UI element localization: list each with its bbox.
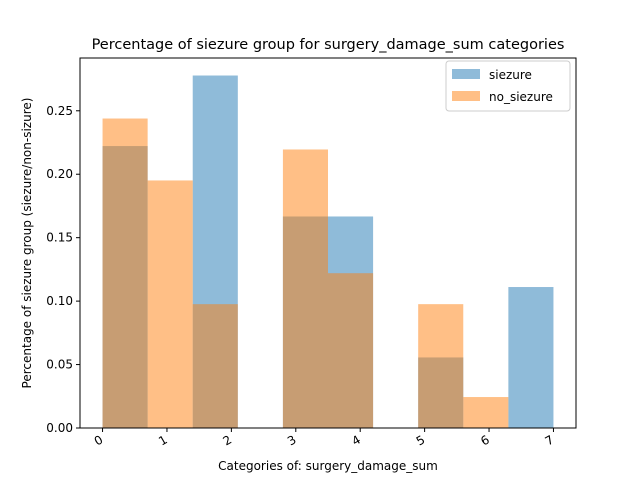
y-tick-label: 0.20 — [46, 167, 73, 181]
y-tick-label: 0.05 — [46, 358, 73, 372]
plot-frame — [79, 57, 577, 429]
y-tick-label: 0.10 — [46, 294, 73, 308]
legend-label-siezure: siezure — [489, 68, 532, 82]
bar-siezure-bin-9 — [508, 287, 554, 428]
x-axis-label: Categories of: surgery_damage_sum — [218, 459, 438, 473]
bar-no-siezure-bin-1 — [147, 180, 193, 428]
bar-no-siezure-bin-4 — [282, 149, 328, 428]
y-axis-ticks: 0.00 0.05 0.10 0.15 0.20 0.25 — [46, 104, 80, 435]
bar-no-siezure-bin-7 — [418, 304, 464, 428]
bar-no-siezure-bin-0 — [102, 118, 148, 428]
legend-label-no-siezure: no_siezure — [489, 90, 553, 104]
legend-swatch-siezure — [452, 69, 480, 79]
bar-no-siezure-bin-8 — [463, 397, 509, 428]
bar-no-siezure-bin-5 — [328, 273, 374, 428]
legend-swatch-no-siezure — [452, 91, 480, 101]
y-tick-label: 0.00 — [46, 421, 73, 435]
chart-title: Percentage of siezure group for surgery_… — [92, 37, 565, 53]
y-tick-label: 0.15 — [46, 231, 73, 245]
y-tick-label: 0.25 — [46, 104, 73, 118]
bar-no-siezure-bin-2 — [192, 304, 238, 428]
legend: siezure no_siezure — [445, 60, 571, 112]
y-axis-label: Percentage of siezure group (siezure/non… — [20, 98, 34, 389]
bars-group — [102, 75, 554, 428]
